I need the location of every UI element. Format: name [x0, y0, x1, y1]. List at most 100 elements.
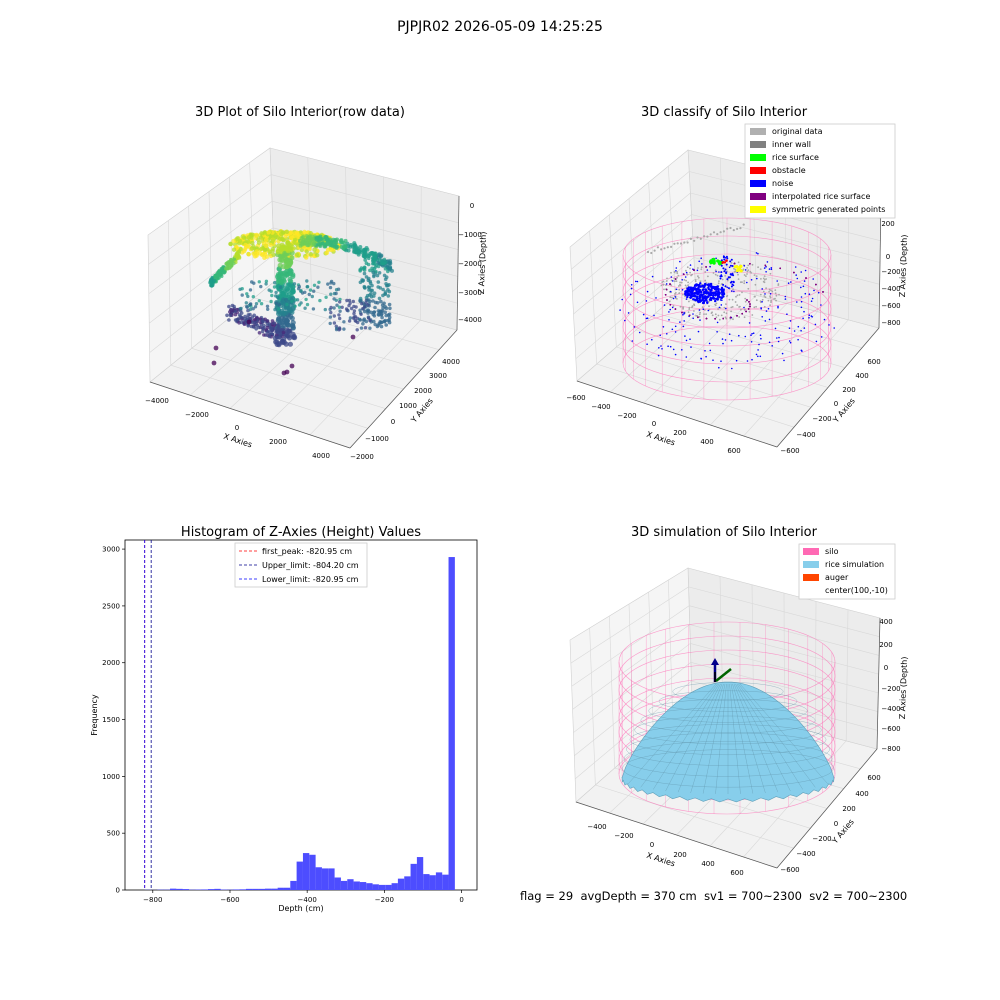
class-point	[693, 239, 696, 242]
data-point	[251, 307, 255, 311]
class-point	[802, 317, 804, 320]
grid-line	[571, 605, 690, 687]
data-point	[352, 309, 357, 313]
class-point	[723, 311, 726, 314]
class-point	[803, 280, 806, 282]
data-point	[371, 261, 375, 266]
class-point	[766, 261, 769, 263]
status-footer: flag = 29 avgDepth = 370 cm sv1 = 700~23…	[520, 889, 907, 903]
class-point	[731, 272, 734, 275]
data-point	[237, 255, 242, 259]
data-point	[362, 305, 367, 309]
class-point	[662, 283, 665, 286]
class-point	[800, 286, 802, 289]
grid-line	[149, 254, 275, 353]
class-point	[731, 265, 734, 267]
class-point	[746, 299, 748, 301]
data-point	[359, 326, 364, 330]
class-point	[718, 294, 721, 296]
class-point	[665, 283, 668, 285]
x-tick-label: −400	[587, 823, 606, 831]
mesh-meridian	[730, 683, 754, 794]
x-tick-label: 200	[673, 851, 686, 859]
class-point	[828, 324, 830, 326]
data-point	[228, 241, 233, 247]
class-point	[721, 288, 724, 291]
class-point	[681, 311, 683, 314]
grid-line	[596, 363, 795, 428]
histogram-bar	[277, 887, 284, 890]
legend-swatch	[750, 128, 766, 135]
class-point	[767, 307, 770, 310]
class-point	[660, 284, 663, 287]
data-point	[379, 309, 384, 314]
data-point	[279, 246, 285, 252]
class-point	[722, 288, 725, 291]
y-tick-label: 3000	[102, 546, 120, 554]
mesh-meridian	[715, 683, 727, 794]
legend-entry-obstacle: obstacle	[750, 166, 806, 175]
class-point	[663, 247, 666, 250]
data-point	[255, 323, 260, 328]
data-point	[252, 325, 256, 329]
mesh-meridian	[690, 683, 724, 794]
class-point	[698, 313, 701, 316]
class-point	[764, 320, 767, 322]
y-tick-label: 0	[391, 418, 395, 426]
data-point	[366, 285, 371, 289]
class-point	[675, 280, 678, 282]
class-point	[724, 339, 727, 341]
class-point	[764, 296, 767, 299]
class-point	[730, 339, 733, 342]
grid-line	[668, 579, 673, 718]
data-point	[316, 285, 320, 289]
data-point	[354, 245, 359, 250]
data-point	[239, 306, 243, 311]
class-point	[726, 278, 729, 281]
class-point	[795, 274, 797, 276]
class-point	[684, 276, 687, 278]
class-point	[698, 294, 701, 297]
class-point	[675, 267, 678, 269]
data-point	[297, 287, 301, 291]
y-tick-label: 1000	[399, 402, 417, 410]
histogram-y-ticks: 0 500 1000 1500 2000 2500 3000	[102, 546, 125, 895]
data-point	[360, 302, 364, 306]
class-point	[668, 300, 671, 303]
grid-line	[168, 220, 172, 366]
data-point	[381, 287, 385, 292]
class-point	[674, 296, 677, 298]
x-tick-label: −800	[143, 896, 162, 904]
data-point	[369, 294, 374, 299]
class-point	[683, 279, 686, 281]
class-point	[703, 313, 705, 315]
y-tick-label: 500	[107, 830, 120, 838]
legend-entry-lower-limit: Lower_limit: -820.95 cm	[239, 575, 359, 584]
class-point	[731, 367, 733, 370]
class-point	[767, 299, 770, 302]
histogram-bar	[410, 863, 417, 890]
class-point	[674, 331, 677, 333]
class-point	[686, 273, 689, 276]
class-point	[749, 305, 751, 308]
data-point	[352, 304, 356, 309]
class-point	[721, 299, 723, 302]
data-point	[365, 247, 370, 252]
class-point	[770, 267, 773, 269]
data-point	[227, 318, 231, 322]
data-point	[257, 299, 261, 303]
classify-plot-zlabel: Z Axies (Depth)	[898, 234, 909, 297]
class-point	[743, 306, 745, 309]
class-point	[684, 295, 686, 298]
class-point	[714, 299, 717, 303]
y-tick-label: 400	[855, 372, 868, 380]
class-point	[673, 242, 676, 245]
grid-line	[616, 346, 812, 408]
class-point	[803, 327, 806, 329]
data-point	[283, 234, 288, 239]
data-point	[233, 309, 238, 314]
class-point	[679, 242, 683, 245]
grid-line	[570, 586, 689, 664]
data-point	[370, 251, 375, 255]
raw-plot-y-ticks: −2000 −1000 0 1000 2000 3000 4000	[350, 358, 460, 461]
